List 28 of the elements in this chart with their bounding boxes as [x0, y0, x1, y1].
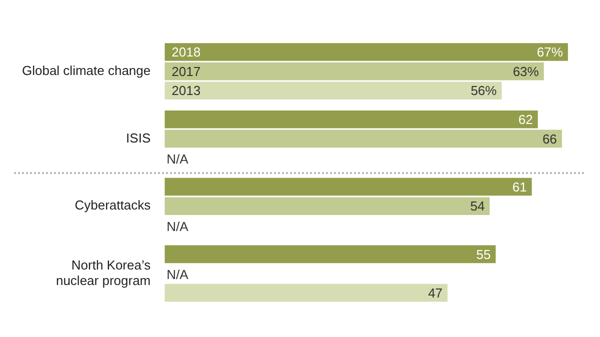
- data-label: 56%: [470, 83, 498, 98]
- bar: [164, 178, 532, 196]
- series-label: 2018: [172, 44, 201, 60]
- bar: [164, 110, 538, 128]
- data-label: 66: [542, 131, 557, 146]
- series-label: 2017: [172, 64, 201, 79]
- bar: [164, 245, 496, 264]
- y-tick-label: ISIS: [126, 130, 151, 146]
- bar: [164, 284, 448, 302]
- data-label: 55: [476, 246, 491, 262]
- data-label: 62: [518, 112, 533, 127]
- y-tick-label: Global climate change: [22, 62, 151, 78]
- bar: [164, 82, 502, 100]
- data-label: 47: [428, 285, 443, 300]
- data-label: 63%: [512, 64, 540, 79]
- series-label: 2013: [172, 83, 201, 98]
- bar: [164, 130, 562, 148]
- text: N/A: [166, 267, 188, 282]
- y-tick-label: North Korea’s nuclear program: [56, 257, 152, 288]
- text: N/A: [166, 219, 188, 234]
- bar: [164, 43, 568, 61]
- y-tick-label: Cyberattacks: [74, 198, 152, 213]
- bar: [164, 62, 544, 80]
- text: N/A: [166, 152, 188, 167]
- data-label: 67%: [536, 44, 564, 60]
- bar: [164, 197, 490, 215]
- data-label: 61: [512, 179, 527, 194]
- data-label: 54: [470, 198, 485, 214]
